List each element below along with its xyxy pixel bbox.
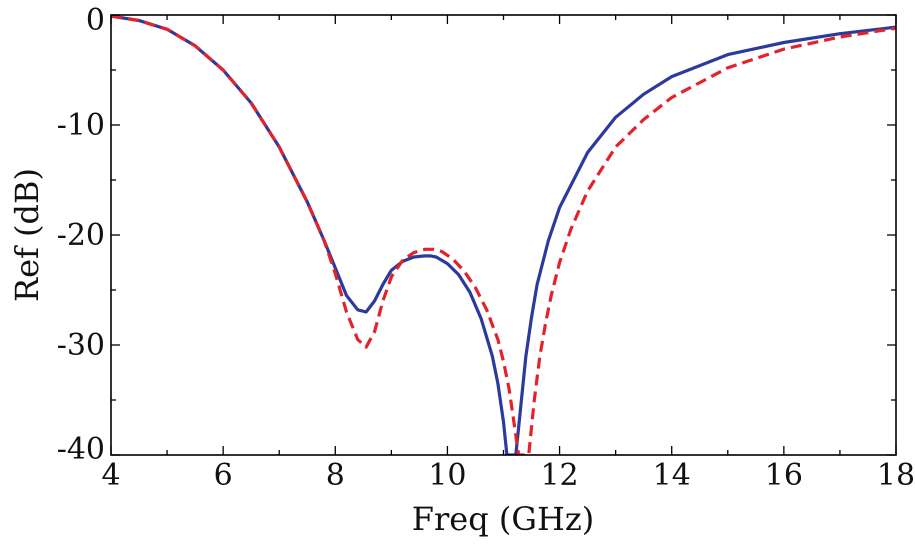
series-group (111, 15, 896, 455)
x-tick-label: 4 (101, 458, 120, 493)
x-tick-label: 14 (653, 458, 691, 493)
y-tick-label: -20 (57, 218, 105, 253)
x-tick-label: 18 (877, 458, 915, 493)
series-line-2 (111, 15, 896, 455)
tick-marks (110, 14, 897, 456)
y-tick-label: -10 (57, 108, 105, 143)
x-tick-label: 16 (765, 458, 803, 493)
y-tick-label: -40 (57, 432, 105, 467)
x-tick-label: 8 (326, 458, 345, 493)
y-tick-label: 0 (86, 3, 105, 38)
x-tick-label: 12 (540, 458, 578, 493)
x-axis-title: Freq (GHz) (412, 500, 594, 538)
y-tick-labels: 0 -10 -20 -30 -40 (57, 3, 105, 467)
x-tick-label: 10 (428, 458, 466, 493)
series-line-1 (111, 15, 896, 455)
x-tick-labels: 4 6 8 10 12 14 16 18 (101, 458, 915, 493)
y-tick-label: -30 (57, 328, 105, 363)
y-axis-title: Ref (dB) (8, 168, 46, 302)
plot-frame (110, 14, 897, 456)
x-tick-label: 6 (214, 458, 233, 493)
